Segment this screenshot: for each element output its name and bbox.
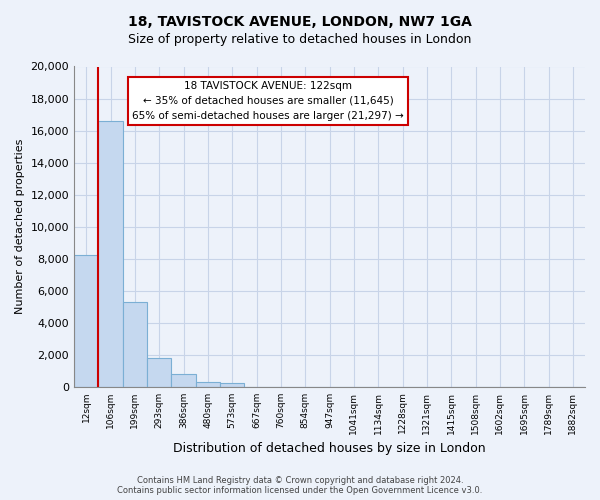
Bar bbox=[172, 374, 196, 386]
Text: Contains HM Land Registry data © Crown copyright and database right 2024.
Contai: Contains HM Land Registry data © Crown c… bbox=[118, 476, 482, 495]
Bar bbox=[74, 256, 98, 386]
Bar bbox=[147, 358, 172, 386]
Text: 18, TAVISTOCK AVENUE, LONDON, NW7 1GA: 18, TAVISTOCK AVENUE, LONDON, NW7 1GA bbox=[128, 15, 472, 29]
Bar bbox=[196, 382, 220, 386]
X-axis label: Distribution of detached houses by size in London: Distribution of detached houses by size … bbox=[173, 442, 486, 455]
Text: Size of property relative to detached houses in London: Size of property relative to detached ho… bbox=[128, 32, 472, 46]
Y-axis label: Number of detached properties: Number of detached properties bbox=[15, 139, 25, 314]
Text: 18 TAVISTOCK AVENUE: 122sqm
← 35% of detached houses are smaller (11,645)
65% of: 18 TAVISTOCK AVENUE: 122sqm ← 35% of det… bbox=[133, 81, 404, 120]
Bar bbox=[123, 302, 147, 386]
Bar bbox=[220, 384, 244, 386]
Bar bbox=[98, 121, 123, 386]
